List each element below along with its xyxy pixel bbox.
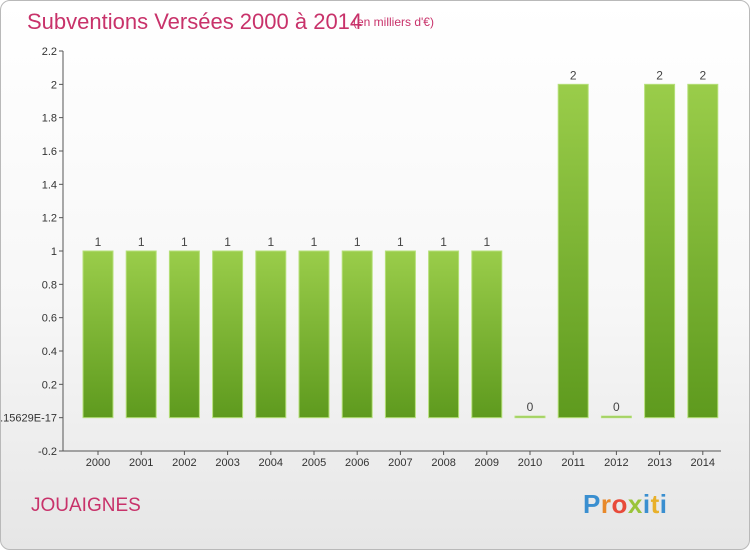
- y-tick-label: 0.4: [42, 346, 57, 358]
- bar-2012: [600, 415, 632, 419]
- value-label: 1: [397, 235, 404, 249]
- value-label: 1: [267, 235, 274, 249]
- value-label: 1: [224, 235, 231, 249]
- x-tick-label: 2013: [647, 457, 671, 469]
- value-label: 1: [138, 235, 145, 249]
- x-tick-label: 2003: [215, 457, 239, 469]
- bar-2001: [125, 250, 157, 419]
- x-tick-label: 2009: [475, 457, 499, 469]
- bar-2009: [471, 250, 503, 419]
- y-tick-label: 0.8: [42, 279, 57, 291]
- y-tick-label: 0.6: [42, 313, 57, 325]
- bar-2002: [168, 250, 200, 419]
- chart-title: Subventions Versées 2000 à 2014: [27, 9, 363, 34]
- bar-2007: [384, 250, 416, 419]
- y-tick-label: 1.2: [42, 213, 57, 225]
- bar-2006: [341, 250, 373, 419]
- value-label: 1: [483, 235, 490, 249]
- value-label: 2: [656, 68, 663, 82]
- chart-subtitle: (en milliers d'€): [353, 15, 434, 29]
- value-label: 1: [181, 235, 188, 249]
- proxiti-logo: Proxiti: [583, 489, 668, 519]
- bar-2011: [557, 83, 589, 419]
- value-label: 2: [699, 68, 706, 82]
- x-tick-label: 2014: [691, 457, 715, 469]
- x-tick-label: 2005: [302, 457, 326, 469]
- bar-2008: [428, 250, 460, 419]
- x-tick-label: 2002: [172, 457, 196, 469]
- value-label: 1: [440, 235, 447, 249]
- bar-2010: [514, 415, 546, 419]
- x-tick-label: 2012: [604, 457, 628, 469]
- y-tick-label: 2: [51, 79, 57, 91]
- bar-2003: [212, 250, 244, 419]
- y-tick-label: -0.2: [38, 446, 57, 458]
- x-tick-label: 2008: [431, 457, 455, 469]
- value-label: 1: [354, 235, 361, 249]
- x-tick-label: 2001: [129, 457, 153, 469]
- bar-2013: [644, 83, 676, 419]
- x-tick-label: 2004: [259, 457, 283, 469]
- x-tick-label: 2006: [345, 457, 369, 469]
- bar-2000: [82, 250, 114, 419]
- y-tick-label: 2.2: [42, 46, 57, 58]
- y-tick-label: 1.8: [42, 113, 57, 125]
- commune-name: JOUAIGNES: [31, 495, 141, 516]
- bar-2014: [687, 83, 719, 419]
- value-label: 1: [95, 235, 102, 249]
- x-tick-label: 2007: [388, 457, 412, 469]
- value-label: 0: [527, 400, 534, 414]
- y-tick-label: 1.6: [42, 146, 57, 158]
- y-tick-label: -1.15629E-17: [1, 413, 57, 425]
- x-tick-label: 2000: [86, 457, 110, 469]
- value-label: 2: [570, 68, 577, 82]
- bar-2004: [255, 250, 287, 419]
- value-label: 0: [613, 400, 620, 414]
- y-tick-label: 1.4: [42, 179, 57, 191]
- x-tick-label: 2011: [561, 457, 585, 469]
- bar-2005: [298, 250, 330, 419]
- x-tick-label: 2010: [518, 457, 542, 469]
- y-tick-label: 1: [51, 246, 57, 258]
- value-label: 1: [311, 235, 318, 249]
- y-tick-label: 0.2: [42, 379, 57, 391]
